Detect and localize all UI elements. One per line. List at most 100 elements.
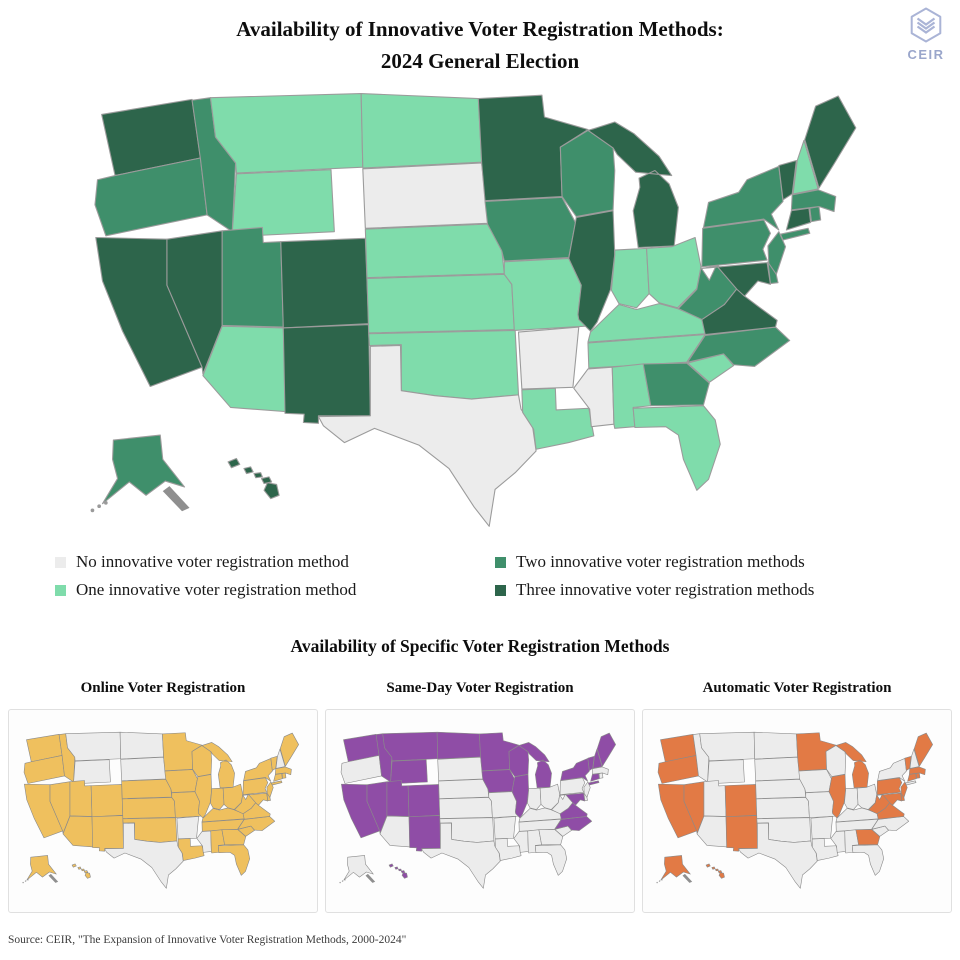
legend-item-two: Two innovative voter registration method… xyxy=(495,550,814,574)
state-KS: Kansas xyxy=(367,274,514,333)
state-NM: New Mexico xyxy=(724,814,759,853)
online-voter-registration-map: WashingtonOregonCaliforniaNevadaIdahoMon… xyxy=(22,730,301,890)
state-CO: Colorado xyxy=(723,782,759,819)
state-NE: Nebraska xyxy=(754,777,808,801)
legend-column-left: No innovative voter registration method … xyxy=(55,550,356,606)
state-OR: Oregon xyxy=(22,753,67,786)
state-MT: Montana xyxy=(381,730,440,763)
state-RI: Rhode Island xyxy=(914,771,922,780)
ceir-logo-icon xyxy=(910,7,942,43)
page-title: Availability of Innovative Voter Registr… xyxy=(0,13,960,77)
state-HI: Hawaii xyxy=(387,862,410,880)
mini-map-online-panel: WashingtonOregonCaliforniaNevadaIdahoMon… xyxy=(8,709,318,913)
legend: No innovative voter registration method … xyxy=(55,550,915,612)
page-title-line1: Availability of Innovative Voter Registr… xyxy=(236,17,724,41)
legend-item-none: No innovative voter registration method xyxy=(55,550,356,574)
state-KS: Kansas xyxy=(754,795,811,821)
mini-map-online-title: Online Voter Registration xyxy=(80,680,246,696)
aleutian-island-dot xyxy=(656,881,658,884)
state-IN: Indiana xyxy=(208,786,226,811)
state-RI: Rhode Island xyxy=(280,771,288,780)
legend-label-three: Three innovative voter registration meth… xyxy=(516,580,815,599)
state-OR: Oregon xyxy=(656,753,701,786)
mini-map-same-day-panel: WashingtonOregonCaliforniaNevadaIdahoMon… xyxy=(325,709,635,913)
state-UT: Utah xyxy=(385,778,411,818)
legend-swatch-three xyxy=(495,584,506,596)
aleutian-island-dot xyxy=(339,881,341,884)
mini-map-automatic-title: Automatic Voter Registration xyxy=(702,680,892,696)
state-FL: Florida xyxy=(633,406,720,491)
state-CO: Colorado xyxy=(281,238,369,328)
state-HI: Hawaii xyxy=(228,458,279,498)
state-IN: Indiana xyxy=(525,786,543,811)
state-SD: South Dakota xyxy=(119,755,169,783)
state-CT: Connecticut xyxy=(272,772,284,783)
mini-map-automatic-panel: WashingtonOregonCaliforniaNevadaIdahoMon… xyxy=(642,709,952,913)
state-UT: Utah xyxy=(222,227,283,327)
state-AR: Arkansas xyxy=(492,814,518,841)
state-WY: Wyoming xyxy=(72,758,112,786)
legend-swatch-one xyxy=(55,584,66,596)
aleutian-island-dot xyxy=(97,504,101,509)
state-WY: Wyoming xyxy=(232,170,334,237)
main-map-container: WashingtonOregonCaliforniaNevadaIdahoMon… xyxy=(60,86,900,538)
aleutian-island-dot xyxy=(24,880,27,882)
state-AR: Arkansas xyxy=(175,814,201,841)
mini-map-automatic: Automatic Voter Registration WashingtonO… xyxy=(642,680,952,913)
mini-maps-row: Online Voter Registration WashingtonOreg… xyxy=(8,680,952,913)
state-NE: Nebraska xyxy=(365,224,504,278)
legend-column-right: Two innovative voter registration method… xyxy=(495,550,814,606)
state-AR: Arkansas xyxy=(809,814,835,841)
aleutian-island-dot xyxy=(658,880,661,882)
state-AR: Arkansas xyxy=(519,327,579,389)
state-SD: South Dakota xyxy=(363,163,491,228)
legend-label-none: No innovative voter registration method xyxy=(76,552,349,571)
legend-label-two: Two innovative voter registration method… xyxy=(516,552,805,571)
state-IN: Indiana xyxy=(842,786,860,811)
aleutian-island-dot xyxy=(104,501,108,505)
state-PA: Pennsylvania xyxy=(702,220,771,267)
ceir-logo: CEIR xyxy=(902,6,950,62)
mini-map-online: Online Voter Registration WashingtonOreg… xyxy=(8,680,318,913)
state-NE: Nebraska xyxy=(120,777,174,801)
alaska-peninsula-fragment xyxy=(365,873,376,883)
aleutian-island-dot xyxy=(90,508,95,513)
state-SD: South Dakota xyxy=(753,755,803,783)
state-ND: North Dakota xyxy=(752,730,800,761)
state-WY: Wyoming xyxy=(706,758,746,786)
state-CO: Colorado xyxy=(406,782,442,819)
aleutian-island-dot xyxy=(22,881,24,884)
mini-map-same-day: Same-Day Voter Registration WashingtonOr… xyxy=(325,680,635,913)
state-NM: New Mexico xyxy=(283,325,370,424)
state-IN: Indiana xyxy=(611,248,649,307)
legend-item-one: One innovative voter registration method xyxy=(55,578,356,602)
state-CT: Connecticut xyxy=(589,772,601,783)
state-CT: Connecticut xyxy=(786,208,810,230)
aleutian-island-dot xyxy=(344,879,346,881)
state-CO: Colorado xyxy=(89,782,125,819)
mini-map-same-day-title: Same-Day Voter Registration xyxy=(386,680,574,696)
state-KS: Kansas xyxy=(437,795,494,821)
source-note: Source: CEIR, "The Expansion of Innovati… xyxy=(8,934,407,946)
state-OR: Oregon xyxy=(95,158,207,236)
legend-item-three: Three innovative voter registration meth… xyxy=(495,578,814,602)
legend-swatch-none xyxy=(55,556,66,568)
state-SD: South Dakota xyxy=(436,755,486,783)
state-HI: Hawaii xyxy=(70,862,93,880)
state-FL: Florida xyxy=(533,843,569,877)
page-title-line2: 2024 General Election xyxy=(380,49,580,73)
section-title: Availability of Specific Voter Registrat… xyxy=(290,636,670,656)
alaska-peninsula-fragment xyxy=(682,873,693,883)
state-ND: North Dakota xyxy=(361,94,482,168)
state-MT: Montana xyxy=(698,730,757,763)
state-NM: New Mexico xyxy=(407,814,442,853)
aleutian-island-dot xyxy=(27,879,29,881)
state-KS: Kansas xyxy=(120,795,177,821)
ceir-logo-text: CEIR xyxy=(907,47,945,62)
legend-label-one: One innovative voter registration method xyxy=(76,580,357,599)
state-UT: Utah xyxy=(702,778,728,818)
state-FL: Florida xyxy=(216,843,252,877)
state-WY: Wyoming xyxy=(389,758,429,786)
state-NM: New Mexico xyxy=(90,814,125,853)
legend-swatch-two xyxy=(495,556,506,568)
